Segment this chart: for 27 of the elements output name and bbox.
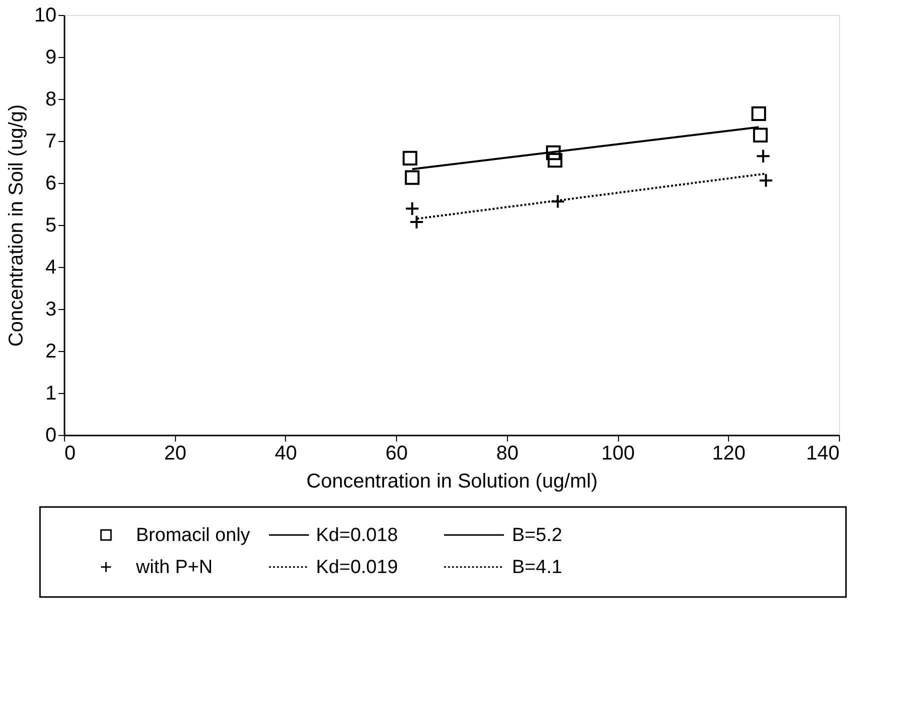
- y-tick-label: 2: [45, 340, 56, 362]
- legend-label: Bromacil only: [136, 525, 251, 546]
- x-tick-label: 140: [806, 442, 840, 464]
- y-tick-label: 8: [45, 88, 56, 110]
- y-tick-label: 5: [45, 214, 56, 236]
- y-tick-label: 3: [45, 298, 56, 320]
- x-tick-label: 80: [496, 442, 518, 464]
- x-tick-label: 40: [274, 442, 298, 464]
- text: B=5.2: [512, 525, 562, 546]
- text: B=4.1: [512, 557, 562, 578]
- y-tick-label: 6: [45, 172, 56, 194]
- y-tick-label: 10: [34, 4, 56, 26]
- y-axis-title: Concentration in Soil (ug/g): [5, 104, 28, 347]
- x-axis-title: Concentration in Solution (ug/ml): [306, 470, 598, 492]
- x-tick-label: 20: [164, 442, 186, 464]
- legend-label: Kd=0.019: [316, 557, 398, 578]
- y-tick-label: 1: [45, 382, 56, 404]
- x-tick-label: 0: [64, 442, 76, 464]
- legend-label: Kd=0.018: [316, 525, 398, 546]
- y-tick-label: 4: [45, 256, 56, 278]
- x-tick-label: 100: [601, 442, 635, 464]
- x-tick-label: 120: [712, 442, 746, 464]
- y-tick-label: 7: [45, 130, 56, 152]
- x-tick-label: 60: [386, 442, 408, 464]
- y-tick-label: 0: [45, 424, 56, 446]
- legend-label: with P+N: [135, 557, 213, 578]
- y-tick-label: 9: [45, 46, 56, 68]
